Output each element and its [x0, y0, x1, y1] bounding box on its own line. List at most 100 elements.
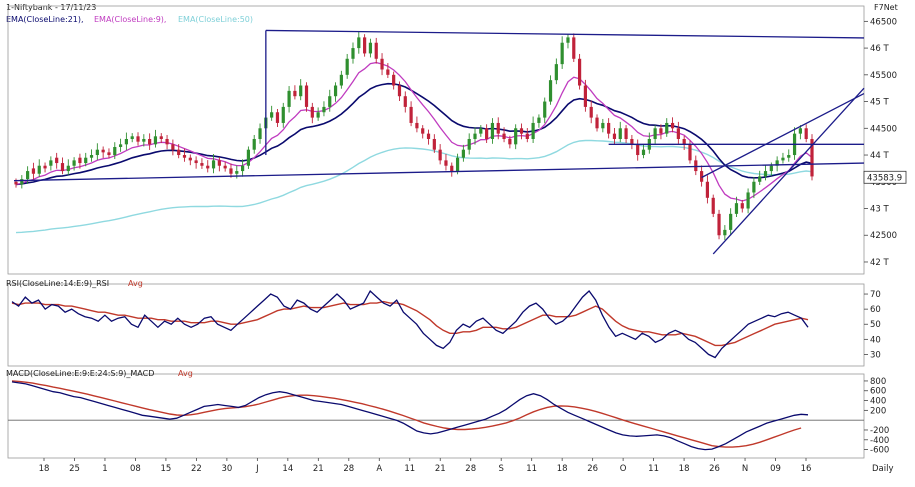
candle-body — [415, 122, 419, 129]
macd-tick-label: 600 — [870, 387, 886, 397]
macd-tick-label: -400 — [870, 436, 889, 446]
chart-title: 1-Niftybank - 17/11/23 — [6, 3, 96, 12]
rsi-panel: 70 60 50 40 30 — [11, 289, 881, 360]
legend-ema9: EMA(CloseLine:9), — [94, 15, 166, 24]
candle-body — [130, 136, 134, 139]
macd-tick-label: 800 — [870, 377, 886, 387]
candle-body — [316, 112, 320, 118]
x-tick-label: S — [498, 464, 503, 474]
candle-body — [525, 133, 529, 139]
candle-body — [136, 136, 140, 142]
macd-tick-label: -600 — [870, 446, 889, 456]
candle-body — [310, 106, 314, 118]
candle-body — [485, 128, 489, 139]
candle-body — [345, 58, 349, 75]
candle-body — [537, 117, 541, 123]
candle-body — [60, 163, 65, 172]
macd-tick-label: 400 — [870, 397, 886, 407]
candle-body — [357, 37, 361, 49]
x-tick-label: 08 — [130, 464, 141, 474]
candle-body — [211, 160, 216, 169]
candle-body — [583, 85, 588, 107]
candle-body — [438, 149, 442, 161]
candle-body — [554, 64, 558, 81]
macd-frame — [7, 373, 865, 459]
candle-body — [572, 37, 576, 59]
x-tick-label: 26 — [709, 464, 720, 474]
macd-avg-line — [11, 380, 802, 448]
candle-body — [455, 157, 460, 172]
candle-body — [461, 149, 465, 158]
candle-body — [89, 155, 94, 158]
candle-body — [676, 128, 680, 139]
x-tick-label: 18 — [39, 464, 50, 474]
candle-body — [729, 213, 733, 230]
candle-body — [55, 157, 59, 164]
candle-body — [270, 112, 274, 118]
rsi-tick-label: 40 — [870, 335, 881, 345]
candle-body — [659, 128, 663, 134]
candle-body — [66, 165, 70, 172]
ema21-line — [15, 82, 813, 186]
candle-body — [665, 122, 669, 134]
candle-body — [206, 165, 210, 169]
candle-body — [670, 122, 675, 129]
price-tick-label: 43 T — [870, 205, 890, 215]
candle-body — [531, 122, 535, 139]
x-tick-label: 28 — [343, 464, 354, 474]
candle-body — [700, 171, 704, 182]
candle-body — [641, 149, 646, 156]
candle-body — [705, 181, 710, 198]
candle-body — [508, 138, 512, 145]
ema9-line — [15, 61, 813, 202]
x-tick-label: 1 — [102, 464, 107, 474]
candle-body — [304, 85, 309, 107]
candle-body — [519, 128, 524, 134]
candle-body — [694, 160, 698, 172]
candle-body — [473, 133, 477, 139]
candle-body — [14, 181, 18, 185]
legend-ema50: EMA(CloseLine:50) — [178, 15, 253, 24]
x-tick-label: 14 — [282, 464, 293, 474]
candle-body — [26, 171, 30, 180]
x-tick-label: 28 — [465, 464, 476, 474]
candle-body — [188, 157, 192, 161]
candle-body — [450, 165, 454, 172]
last-price-box — [863, 170, 907, 184]
candle-body — [380, 58, 384, 70]
candle-body — [258, 128, 262, 139]
x-tick-label: 11 — [526, 464, 537, 474]
candle-body — [43, 165, 47, 169]
candle-body — [240, 165, 245, 172]
candle-body — [333, 85, 338, 97]
candle-body — [444, 160, 448, 166]
candle-body — [200, 163, 204, 166]
candle-body — [142, 138, 146, 142]
candle-body — [490, 122, 495, 139]
candle-body — [37, 165, 41, 174]
price-tick-label: 46500 — [870, 17, 897, 27]
candle-body — [543, 101, 547, 118]
candle-body — [723, 229, 727, 236]
candle-body — [577, 58, 582, 86]
macd-tick-label: 200 — [870, 406, 886, 416]
candle-body — [601, 122, 605, 129]
candle-body — [758, 176, 762, 182]
candle-body — [514, 128, 518, 145]
candle-body — [159, 136, 163, 139]
candle-body — [84, 157, 88, 164]
candle-body — [734, 203, 739, 214]
rsi-avg-line — [11, 300, 809, 347]
candle-body — [182, 155, 187, 158]
candle-body — [392, 74, 396, 86]
rsi-tick-label: 70 — [870, 290, 881, 300]
candle-body — [293, 90, 297, 97]
candle-body — [502, 133, 506, 139]
candle-body — [368, 42, 373, 54]
trendline-rising-2 — [701, 92, 865, 179]
ema50-line — [15, 139, 813, 234]
candle-body — [339, 74, 343, 86]
candle-body — [746, 192, 750, 209]
x-tick-label: 26 — [587, 464, 598, 474]
